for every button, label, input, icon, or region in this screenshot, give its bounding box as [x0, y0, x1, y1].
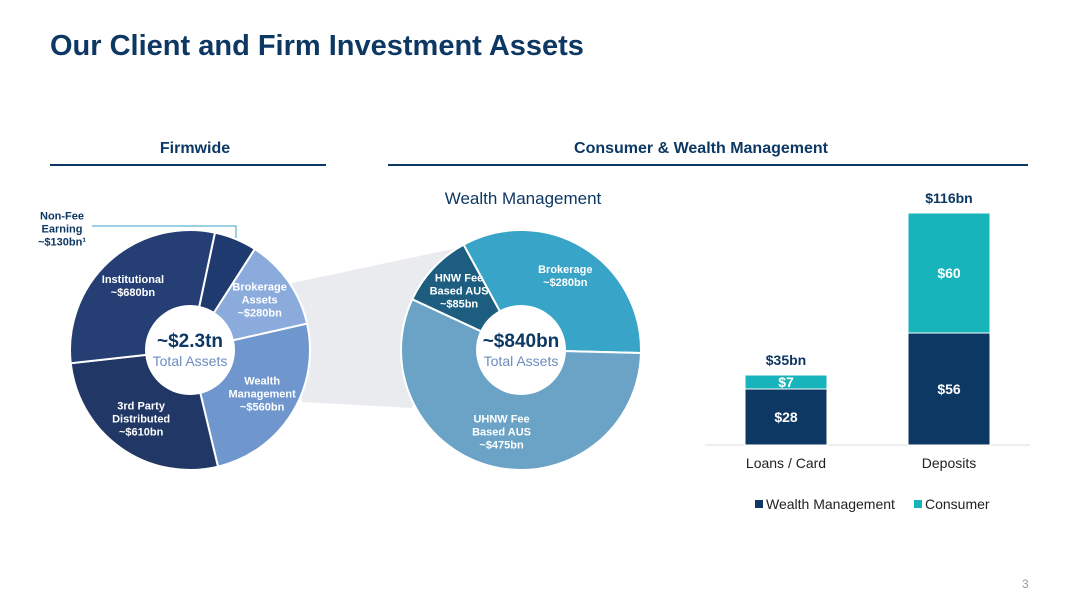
slice-label: HNW Fee Based AUS ~$85bn: [417, 272, 501, 311]
slice-label: Brokerage ~$280bn: [523, 264, 607, 290]
slice-value: ~$85bn: [439, 298, 479, 311]
bar-value-label: $60: [937, 265, 961, 281]
page-number: 3: [1022, 577, 1029, 591]
slice-value: ~$560bn: [239, 401, 285, 414]
slice-name: Wealth Management: [228, 375, 296, 401]
x-tick-label: Deposits: [921, 455, 977, 471]
slice-name: HNW Fee Based AUS: [429, 272, 489, 298]
bar-segment: [907, 212, 991, 334]
legend-swatch: [755, 500, 763, 508]
slice-value: ~$280bn: [237, 307, 282, 320]
section-header: Consumer & Wealth Management: [574, 140, 828, 157]
slice-label: UHNW Fee Based AUS ~$475bn: [460, 413, 544, 452]
slice-value: ~$280bn: [543, 277, 588, 290]
center-caption: Total Assets: [483, 353, 559, 369]
leader-line: [92, 225, 237, 240]
center-total: ~$840bn Total Assets: [483, 331, 560, 369]
slice-name: Non-Fee Earning: [40, 210, 84, 236]
donut-hole: [476, 305, 566, 395]
center-value: ~$2.3tn: [156, 331, 224, 352]
slice-value: ~$610bn: [118, 426, 164, 439]
center-caption: Total Assets: [152, 353, 228, 369]
slice-label: Non-Fee Earning ~$130bn¹: [20, 211, 104, 250]
section-header: Firmwide: [159, 140, 231, 157]
slide-title: Our Client and Firm Investment Assets: [50, 30, 584, 62]
donut-hole: [145, 305, 235, 395]
slice-value: ~$130bn¹: [38, 236, 86, 249]
chart-subtitle: Wealth Management: [444, 189, 602, 208]
center-value: ~$840bn: [482, 331, 560, 352]
slice-label: Institutional ~$680bn: [91, 274, 175, 300]
slice-name: Institutional: [101, 273, 165, 286]
bar-value-label: $7: [778, 374, 794, 390]
slice-name: Brokerage Assets: [232, 281, 287, 307]
bar-segment: [744, 374, 828, 390]
bar-segment: [744, 388, 828, 446]
slice-label: Wealth Management ~$560bn: [220, 375, 304, 414]
slice-label: Brokerage Assets ~$280bn: [218, 282, 302, 321]
legend-label: Wealth Management: [766, 496, 895, 512]
bar-total-label: $116bn: [925, 190, 973, 206]
slice-label: 3rd Party Distributed ~$610bn: [99, 400, 183, 439]
legend-swatch: [914, 500, 922, 508]
slice-name: Brokerage: [538, 264, 593, 277]
bar-total-label: $35bn: [765, 352, 807, 368]
slice-name: 3rd Party Distributed: [112, 400, 171, 426]
center-total: ~$2.3tn Total Assets: [153, 331, 228, 369]
bar-value-label: $56: [937, 381, 961, 397]
section-rule: [50, 164, 326, 166]
slice-name: UHNW Fee Based AUS: [472, 413, 531, 439]
legend-label: Consumer: [925, 496, 990, 512]
slice-value: ~$680bn: [110, 286, 156, 299]
section-rule: [388, 164, 1028, 166]
slice-value: ~$475bn: [479, 439, 524, 452]
x-tick-label: Loans / Card: [745, 455, 827, 471]
bar-value-label: $28: [774, 409, 798, 425]
